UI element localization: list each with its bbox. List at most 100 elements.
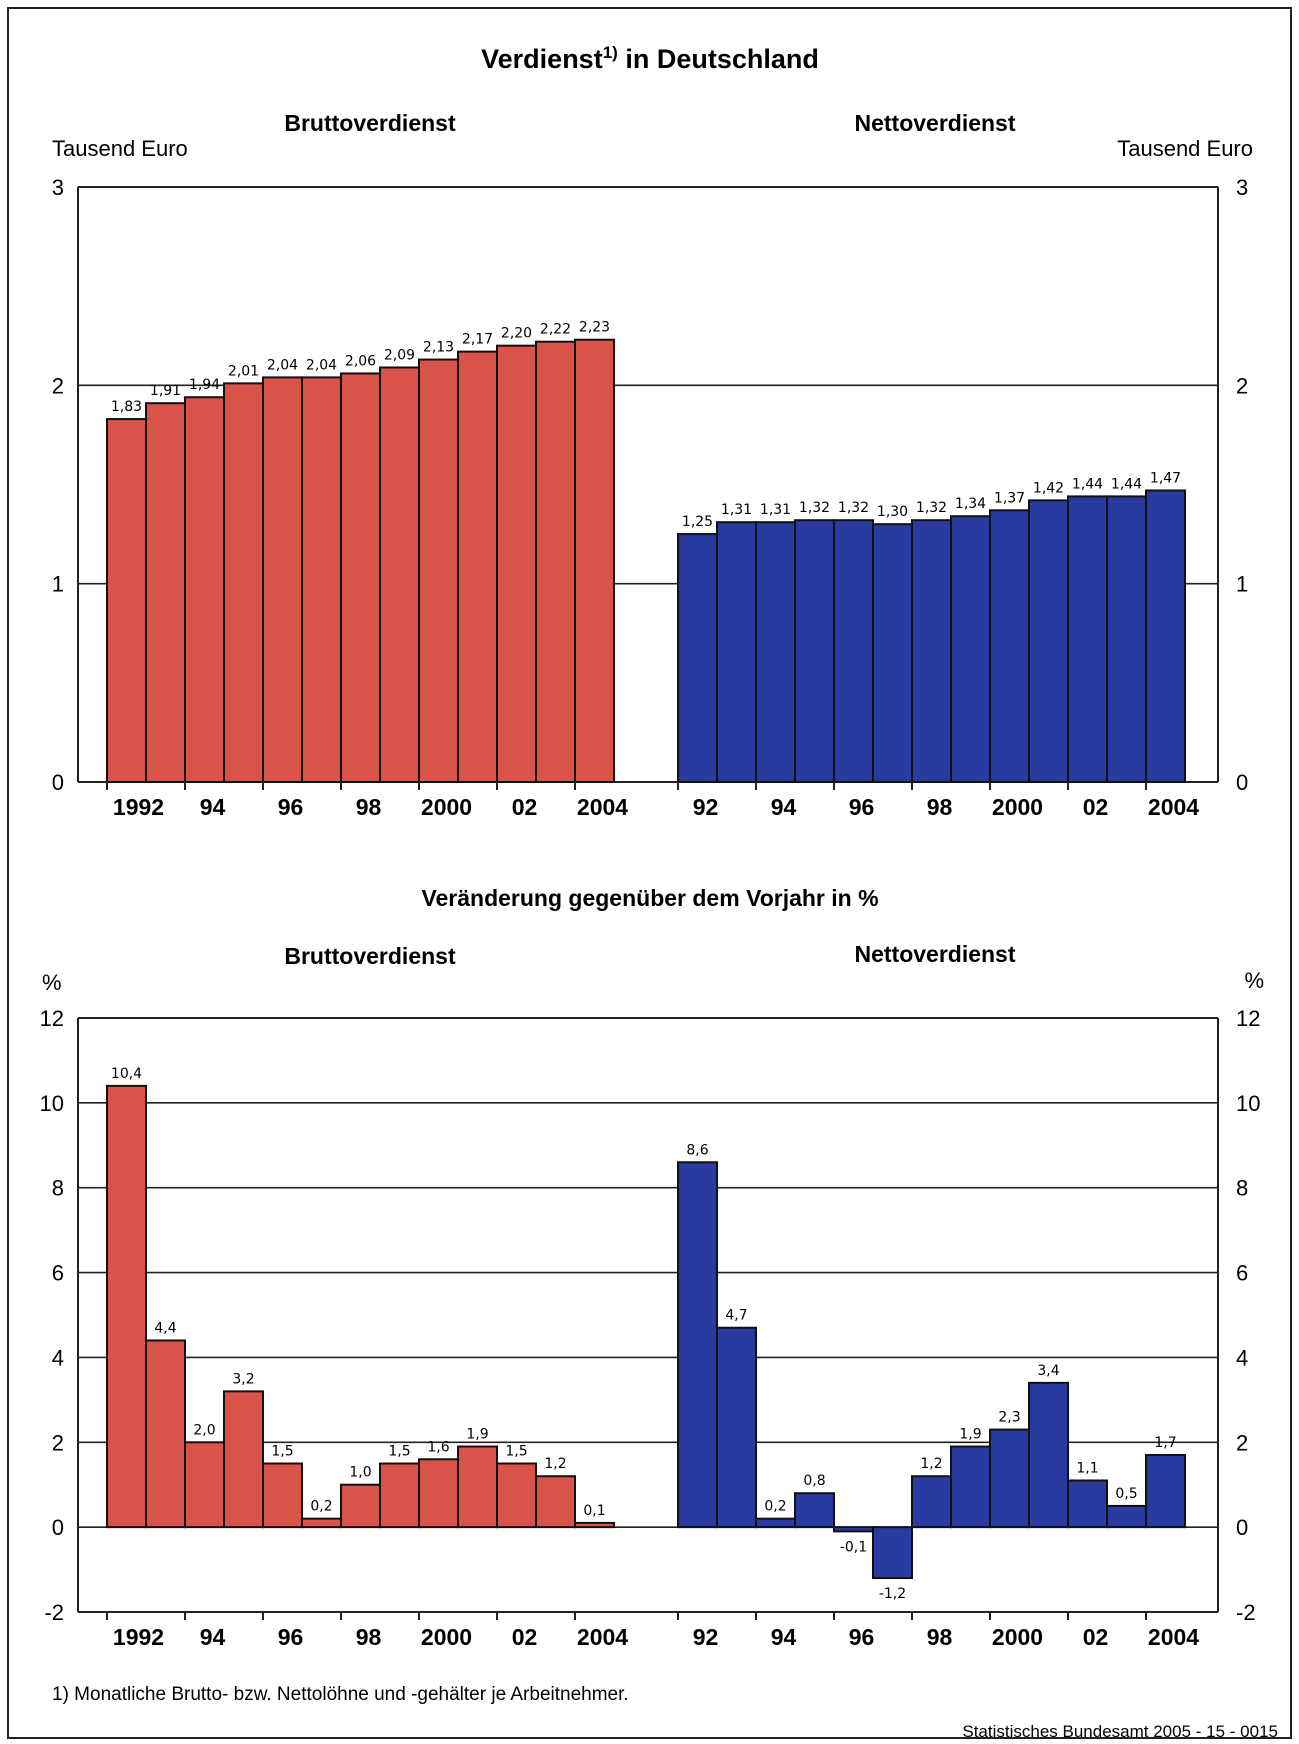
bar-value-label: 1,94 [189,377,220,393]
y-tick-label-right: 10 [1236,1091,1260,1116]
bar [418,1458,459,1529]
bar [301,1517,342,1529]
bar [262,1462,303,1529]
source-note: Statistisches Bundesamt 2005 - 15 - 0015 [962,1722,1278,1741]
x-tick-label: 2004 [577,1624,628,1650]
y-tick-label-left: 4 [52,1345,64,1370]
bar-value-label: 0,8 [803,1473,825,1489]
bar-value-label: 1,32 [838,500,869,516]
bar [223,382,264,783]
bar [535,1475,576,1529]
series-bruttoverdienst: 1,83 1,91 1,94 2,01 2,04 2,04 2,06 2,09 2,13 2,17… [106,320,615,783]
bar-value-label: 1,44 [1072,476,1103,492]
bar-value-label: 0,2 [310,1499,332,1515]
bar [677,1161,718,1529]
bar [223,1390,264,1529]
x-tick-label: 2004 [577,794,628,820]
bar-value-label: 1,83 [111,399,142,415]
y-tick-label-right: 12 [1236,1006,1260,1031]
bar [457,350,498,783]
bar [379,1462,420,1529]
y-tick-label-right: 0 [1236,1515,1248,1540]
earnings-level-chart: 0 0 1 1 2 2 3 3 1,83 1,91 1,94 2,01 2,04 2,04 2,06 2,09… [52,175,1249,820]
bar-value-label: 1,42 [1033,480,1064,496]
bar [911,1475,952,1529]
bar [340,1483,381,1529]
bar [794,519,835,783]
bar [106,418,147,783]
top-left-panel-title: Bruttoverdienst [284,110,456,136]
bar-value-label: 1,1 [1076,1460,1098,1476]
x-tick-label: 96 [849,1624,875,1650]
bottom-right-unit-label: % [1244,968,1264,993]
bar-value-label: 1,5 [271,1444,293,1460]
bar [989,1428,1030,1529]
bar-value-label: 10,4 [111,1066,142,1082]
x-tick-label: 02 [512,794,538,820]
bar-value-label: 0,1 [583,1503,605,1519]
x-tick-label: 96 [849,794,875,820]
bar [950,1445,991,1529]
bar [1028,1381,1069,1529]
bar-value-label: 1,30 [877,504,908,520]
bar-value-label: -1,2 [879,1586,906,1602]
bar [145,402,186,783]
bar [716,1326,757,1529]
y-tick-label-right: 1 [1236,572,1248,597]
bar [833,1526,874,1533]
x-tick-label: 98 [356,794,382,820]
y-tick-label-right: 2 [1236,373,1248,398]
bar-value-label: 2,06 [345,353,376,369]
x-tick-label: 2000 [992,794,1043,820]
bar-value-label: 2,01 [228,363,259,379]
bar [1067,495,1108,783]
x-tick-label: 96 [278,1624,304,1650]
bar-value-label: 2,04 [267,357,298,373]
x-tick-label: 2004 [1148,1624,1199,1650]
bar-value-label: 3,4 [1037,1363,1059,1379]
y-tick-label-left: 0 [52,770,64,795]
y-tick-label-right: 3 [1236,175,1248,200]
x-tick-label: 2000 [421,1624,472,1650]
bar [184,1441,225,1529]
y-tick-label-left: 6 [52,1261,64,1286]
top-right-unit-label: Tausend Euro [1117,136,1253,161]
bar [340,372,381,783]
bar [1028,499,1069,783]
bar-value-label: 1,2 [544,1456,566,1472]
y-tick-label-left: 2 [52,1430,64,1455]
bar [262,376,303,783]
bar-value-label: 0,5 [1115,1486,1137,1502]
x-tick-label: 94 [200,794,226,820]
x-tick-label: 02 [1083,794,1109,820]
x-tick-label: 98 [927,794,953,820]
bar-value-label: 1,91 [150,383,181,399]
bar-value-label: -0,1 [840,1539,867,1555]
y-tick-label-left: 12 [40,1006,64,1031]
x-tick-label: 1992 [113,1624,164,1650]
bar [574,338,615,783]
x-tick-label: 92 [693,1624,719,1650]
x-tick-label: 96 [278,794,304,820]
bar-value-label: 1,32 [799,500,830,516]
series-nettoverdienst: 1,25 1,31 1,31 1,32 1,32 1,30 1,32 1,34 1,37 1,42… [677,470,1186,784]
y-tick-label-right: 4 [1236,1345,1248,1370]
y-tick-label-right: 6 [1236,1261,1248,1286]
bar-value-label: 1,47 [1150,470,1181,486]
bar-value-label: 1,37 [994,490,1025,506]
bar-value-label: 1,25 [682,514,713,530]
bottom-left-panel-title: Bruttoverdienst [284,943,456,969]
bar [457,1445,498,1529]
bar-value-label: 3,2 [232,1371,254,1387]
x-tick-label: 1992 [113,794,164,820]
bar-value-label: 8,6 [686,1142,708,1158]
bar-value-label: 1,31 [760,502,791,518]
series-bruttoverdienst: 10,4 4,4 2,0 3,2 1,5 0,2 1,0 1,5 1,6 1,9 1,5 1,2 0,1 [106,1066,615,1529]
bar-value-label: 2,20 [501,326,532,342]
bar [872,523,913,784]
y-tick-label-left: 3 [52,175,64,200]
bar-value-label: 1,7 [1154,1435,1176,1451]
y-tick-label-right: 8 [1236,1176,1248,1201]
bottom-right-panel-title: Nettoverdienst [854,941,1015,967]
